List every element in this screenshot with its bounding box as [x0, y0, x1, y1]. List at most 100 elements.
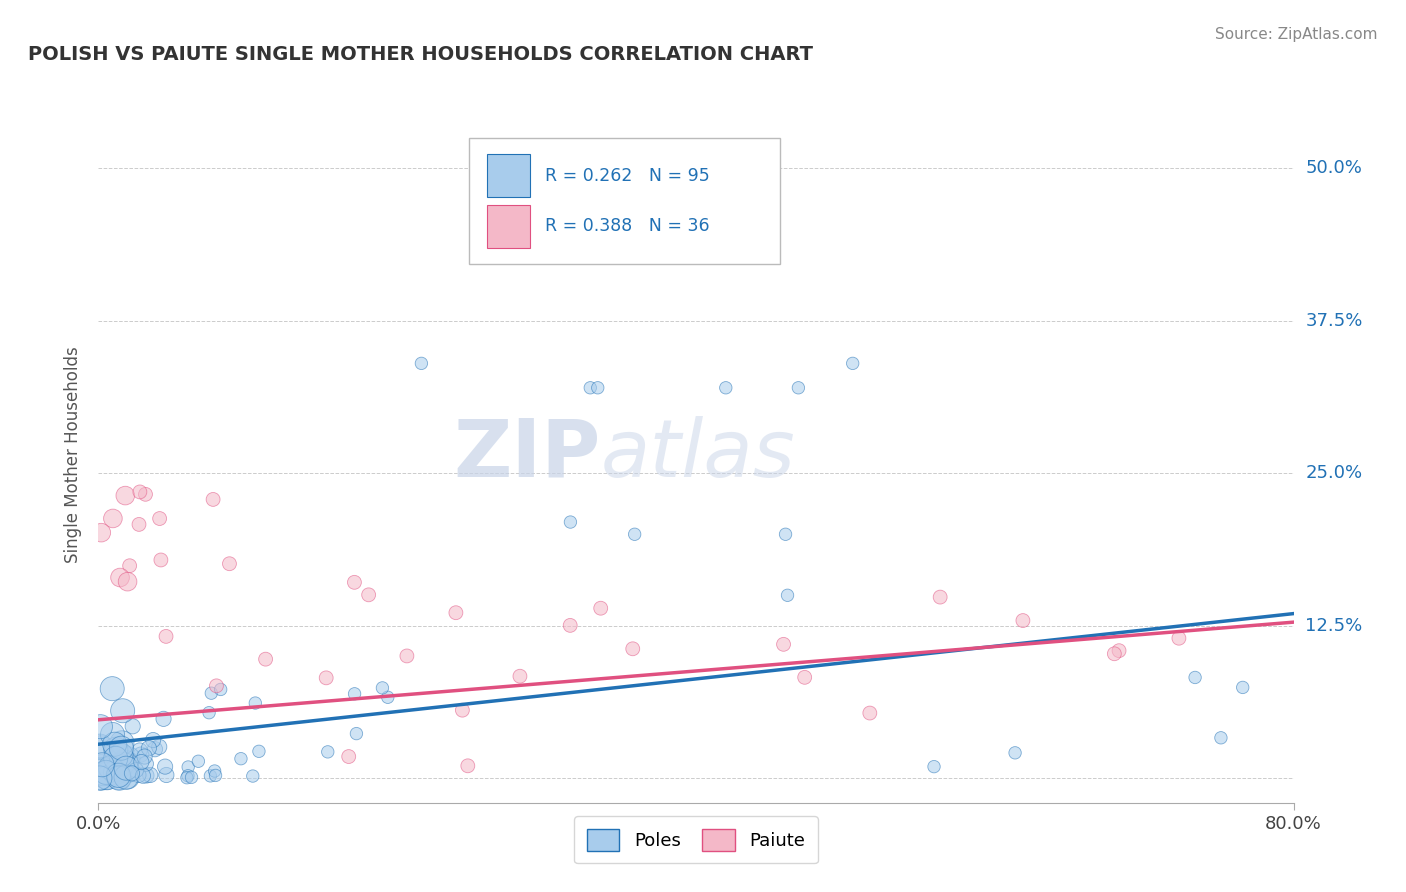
Point [560, 618, 582, 632]
Point [104, 751, 127, 765]
Point [152, 712, 174, 726]
Point [177, 769, 200, 783]
Point [177, 760, 200, 774]
Point [1108, 643, 1130, 657]
FancyBboxPatch shape [486, 154, 530, 197]
Point [115, 770, 138, 784]
Point [110, 748, 132, 763]
Point [343, 575, 366, 590]
Point [187, 754, 209, 768]
Point [138, 741, 160, 756]
Point [117, 574, 139, 589]
Point [135, 768, 157, 782]
Point [107, 768, 129, 782]
Point [198, 706, 221, 720]
Point [139, 768, 162, 782]
Point [200, 769, 222, 783]
Point [155, 768, 177, 782]
Point [108, 771, 131, 785]
Text: R = 0.262   N = 95: R = 0.262 N = 95 [546, 167, 710, 185]
Point [202, 492, 225, 507]
Point [134, 487, 156, 501]
Point [129, 747, 152, 762]
Point [90, 759, 112, 773]
Point [107, 768, 129, 782]
Text: ZIP: ZIP [453, 416, 600, 494]
Text: 37.5%: 37.5% [1306, 311, 1362, 330]
Point [242, 769, 264, 783]
Point [209, 682, 232, 697]
Point [115, 756, 138, 770]
Point [776, 588, 799, 602]
Point [155, 629, 177, 643]
Point [149, 553, 172, 567]
Point [793, 670, 815, 684]
Text: R = 0.388   N = 36: R = 0.388 N = 36 [546, 218, 710, 235]
Point [1209, 731, 1232, 745]
Point [337, 749, 360, 764]
Point [621, 641, 644, 656]
Point [101, 727, 124, 741]
Text: atlas: atlas [600, 416, 796, 494]
Point [1012, 614, 1035, 628]
Point [229, 752, 252, 766]
Point [114, 489, 136, 503]
Point [218, 557, 240, 571]
Point [1167, 631, 1189, 645]
Point [149, 511, 172, 525]
Legend: Poles, Paiute: Poles, Paiute [574, 816, 818, 863]
Point [841, 356, 863, 370]
Point [98, 761, 121, 775]
Point [121, 719, 143, 733]
Point [787, 381, 810, 395]
Point [343, 687, 366, 701]
Point [111, 704, 134, 718]
Point [1232, 681, 1254, 695]
Point [125, 763, 148, 777]
Point [110, 741, 132, 756]
Point [96, 770, 118, 784]
Point [775, 527, 797, 541]
Point [1004, 746, 1026, 760]
Point [377, 690, 399, 705]
Point [110, 757, 132, 772]
Point [108, 771, 131, 785]
Point [100, 761, 122, 775]
Point [1104, 647, 1126, 661]
Point [395, 648, 418, 663]
Point [128, 517, 150, 532]
Point [922, 759, 945, 773]
Point [117, 752, 139, 766]
Point [115, 761, 138, 775]
Point [316, 745, 339, 759]
Point [134, 749, 156, 764]
Text: 50.0%: 50.0% [1306, 159, 1362, 178]
Point [153, 759, 176, 773]
Point [589, 601, 612, 615]
Point [112, 764, 135, 778]
Point [90, 525, 112, 540]
Point [143, 742, 166, 756]
Point [100, 761, 122, 775]
Point [444, 606, 467, 620]
Point [560, 515, 582, 529]
Point [104, 765, 127, 780]
Point [579, 381, 602, 395]
FancyBboxPatch shape [470, 138, 780, 264]
Point [509, 669, 531, 683]
Point [346, 726, 368, 740]
Point [120, 767, 142, 781]
Point [180, 770, 202, 784]
Point [859, 706, 882, 720]
Point [254, 652, 277, 666]
Point [204, 768, 226, 782]
Point [89, 739, 111, 753]
Point [112, 757, 135, 772]
Text: Source: ZipAtlas.com: Source: ZipAtlas.com [1215, 27, 1378, 42]
Point [772, 637, 794, 651]
Text: 25.0%: 25.0% [1306, 464, 1362, 483]
Point [132, 769, 155, 783]
Point [112, 755, 135, 769]
Point [200, 686, 222, 700]
Point [135, 756, 157, 771]
